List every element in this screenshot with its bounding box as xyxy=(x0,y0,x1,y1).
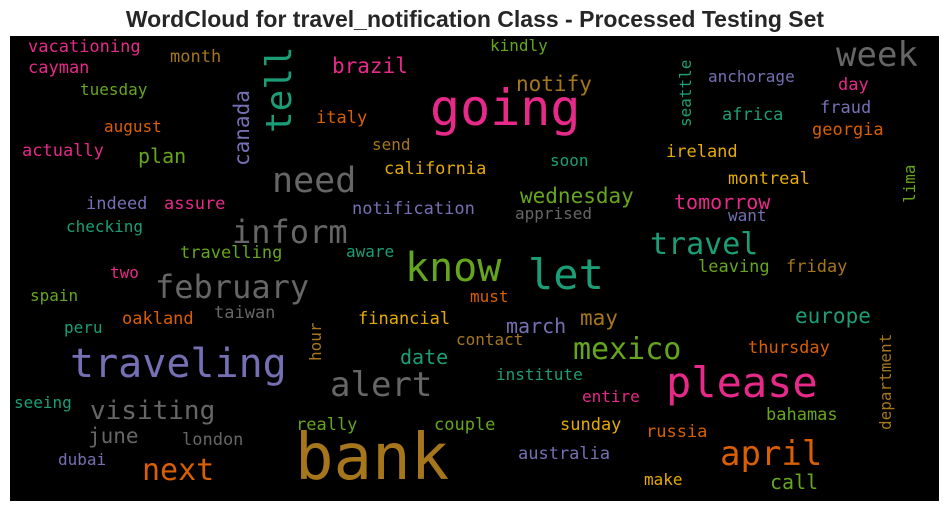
word-australia: australia xyxy=(518,444,611,464)
word-date: date xyxy=(400,345,449,369)
word-tomorrow: tomorrow xyxy=(674,190,771,214)
word-traveling: traveling xyxy=(70,341,287,387)
word-oakland: oakland xyxy=(122,309,194,329)
word-assure: assure xyxy=(164,194,226,214)
word-day: day xyxy=(838,75,869,95)
word-tell: tell xyxy=(259,46,300,133)
word-know: know xyxy=(405,245,502,291)
word-institute: institute xyxy=(496,365,583,384)
word-aware: aware xyxy=(346,242,395,261)
word-dubai: dubai xyxy=(58,450,107,469)
word-inform: inform xyxy=(232,213,348,251)
word-kindly: kindly xyxy=(490,36,548,55)
word-notification: notification xyxy=(352,199,475,219)
word-couple: couple xyxy=(434,415,496,435)
word-visiting: visiting xyxy=(90,396,216,426)
word-department: department xyxy=(876,333,895,430)
word-travel: travel xyxy=(650,227,759,262)
word-hour: hour xyxy=(306,322,325,361)
word-month: month xyxy=(170,47,222,67)
word-vacationing: vacationing xyxy=(28,37,141,57)
word-june: june xyxy=(88,424,139,448)
word-brazil: brazil xyxy=(332,54,408,78)
word-fraud: fraud xyxy=(820,98,872,118)
word-anchorage: anchorage xyxy=(708,67,795,86)
wordcloud-canvas: bank going know let please traveling tell need i… xyxy=(10,36,939,501)
word-mexico: mexico xyxy=(573,332,682,367)
word-cayman: cayman xyxy=(28,58,90,78)
word-indeed: indeed xyxy=(86,194,148,214)
chart-title: WordCloud for travel_notification Class … xyxy=(125,6,825,32)
word-april: april xyxy=(720,434,823,474)
word-send: send xyxy=(372,135,411,154)
word-plan: plan xyxy=(138,144,187,168)
word-ireland: ireland xyxy=(666,142,738,162)
word-august: august xyxy=(104,117,162,136)
word-leaving: leaving xyxy=(698,257,770,277)
word-call: call xyxy=(770,470,819,494)
word-actually: actually xyxy=(22,141,104,161)
word-lima: lima xyxy=(900,164,919,203)
word-february: february xyxy=(155,268,310,306)
word-two: two xyxy=(110,263,139,282)
word-london: london xyxy=(182,430,244,450)
word-seattle: seattle xyxy=(676,59,695,127)
word-california: california xyxy=(384,159,487,179)
word-seeing: seeing xyxy=(14,393,72,412)
word-checking: checking xyxy=(66,217,144,236)
word-georgia: georgia xyxy=(812,120,884,140)
word-thursday: thursday xyxy=(748,338,830,358)
word-montreal: montreal xyxy=(728,169,810,189)
word-must: must xyxy=(470,287,509,306)
word-let: let xyxy=(528,250,604,299)
word-friday: friday xyxy=(786,257,848,277)
word-spain: spain xyxy=(30,286,79,305)
word-tuesday: tuesday xyxy=(80,80,148,99)
word-canada: canada xyxy=(230,90,254,166)
word-alert: alert xyxy=(330,365,433,405)
word-march: march xyxy=(506,314,567,338)
word-financial: financial xyxy=(358,309,451,329)
word-italy: italy xyxy=(316,108,368,128)
word-soon: soon xyxy=(550,151,589,170)
word-notify: notify xyxy=(516,72,592,96)
word-wednesday: wednesday xyxy=(520,184,634,208)
word-apprised: apprised xyxy=(515,204,593,223)
word-next: next xyxy=(142,453,215,488)
word-need: need xyxy=(272,161,357,201)
word-russia: russia xyxy=(646,422,708,442)
word-going: going xyxy=(430,79,581,137)
word-travelling: travelling xyxy=(180,243,283,263)
word-really: really xyxy=(296,415,358,435)
word-please: please xyxy=(666,358,818,407)
word-contact: contact xyxy=(456,330,524,349)
word-africa: africa xyxy=(722,105,784,125)
word-taiwan: taiwan xyxy=(214,303,276,323)
word-entire: entire xyxy=(582,387,640,406)
word-europe: europe xyxy=(795,304,871,328)
word-peru: peru xyxy=(64,318,103,337)
word-want: want xyxy=(728,206,767,225)
word-make: make xyxy=(644,470,683,489)
word-bank: bank xyxy=(295,421,450,495)
word-sunday: sunday xyxy=(560,415,622,435)
word-week: week xyxy=(836,36,918,75)
word-bahamas: bahamas xyxy=(766,405,838,425)
word-may: may xyxy=(580,306,618,330)
